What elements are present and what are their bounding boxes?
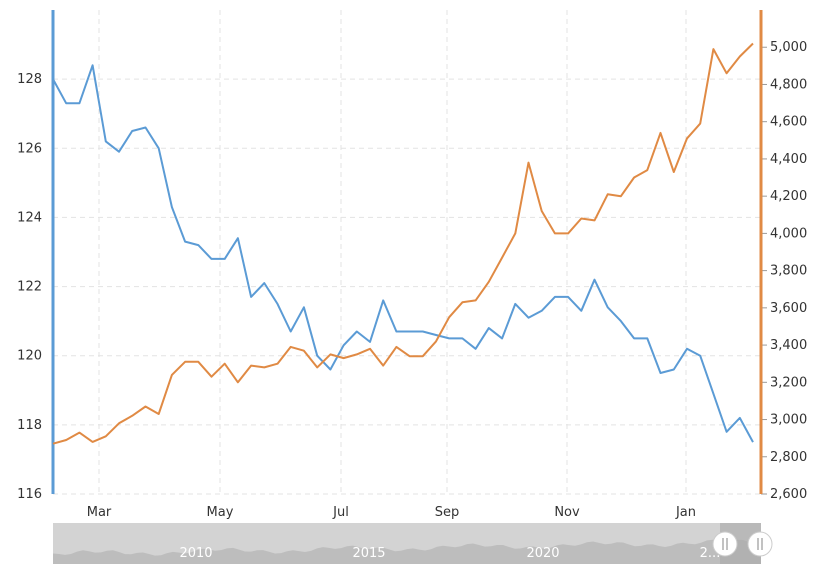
navigator-labels: 2010 2015 2020 2...: [179, 546, 720, 561]
navigator[interactable]: 2010 2015 2020 2...: [53, 523, 773, 564]
y-axis-left: 116 118 120 122 124 126 128: [17, 72, 42, 502]
x-tick-label: Jan: [675, 505, 696, 520]
navigator-handle-left[interactable]: [712, 531, 738, 557]
x-axis: Mar May Jul Sep Nov Jan: [87, 505, 696, 520]
y-left-tick-label: 116: [17, 487, 42, 502]
y-right-tick-label: 4,000: [770, 226, 807, 241]
series-line-blue: [52, 64, 754, 443]
y-left-tick-label: 126: [17, 141, 42, 156]
y-right-tick-label: 4,400: [770, 152, 807, 167]
y-right-tick-label: 4,200: [770, 189, 807, 204]
navigator-year-label: 2015: [352, 546, 385, 561]
y-right-tick-label: 3,800: [770, 264, 807, 279]
x-tick-label: Nov: [554, 505, 580, 520]
y-right-tick-label: 3,600: [770, 301, 807, 316]
x-tick-label: May: [207, 505, 234, 520]
series: [52, 42, 754, 445]
y-axis-right: 2,600 2,800 3,000 3,200 3,400 3,600 3,800 4,000…: [761, 40, 807, 502]
series-line-orange: [52, 42, 754, 445]
x-tick-label: Sep: [435, 505, 460, 520]
y-left-tick-label: 124: [17, 210, 42, 225]
y-left-tick-label: 118: [17, 418, 42, 433]
grid: [53, 10, 761, 495]
y-right-tick-label: 5,000: [770, 40, 807, 55]
y-right-tick-label: 3,400: [770, 338, 807, 353]
y-right-tick-label: 2,800: [770, 450, 807, 465]
y-right-tick-label: 2,600: [770, 487, 807, 502]
y-left-tick-label: 120: [17, 349, 42, 364]
navigator-year-label: 2020: [526, 546, 559, 561]
x-tick-label: Mar: [87, 505, 112, 520]
y-right-tick-label: 3,000: [770, 413, 807, 428]
y-left-tick-label: 128: [17, 72, 42, 87]
navigator-year-label: 2010: [179, 546, 212, 561]
navigator-handle-right[interactable]: [747, 531, 773, 557]
navigator-area: [53, 539, 761, 564]
y-right-tick-label: 4,600: [770, 115, 807, 130]
y-left-tick-label: 122: [17, 280, 42, 295]
y-right-tick-label: 4,800: [770, 77, 807, 92]
y-right-tick-label: 3,200: [770, 375, 807, 390]
x-tick-label: Jul: [332, 505, 349, 520]
